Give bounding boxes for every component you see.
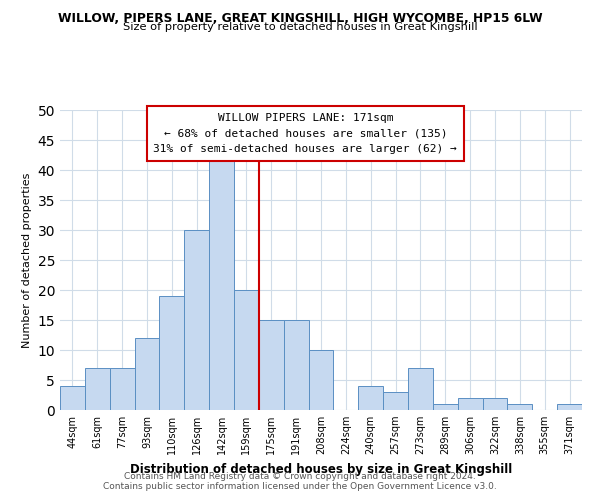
Bar — [508, 404, 532, 410]
Bar — [308, 350, 334, 410]
Bar — [85, 368, 110, 410]
Text: Contains HM Land Registry data © Crown copyright and database right 2024.: Contains HM Land Registry data © Crown c… — [124, 472, 476, 481]
Text: Size of property relative to detached houses in Great Kingshill: Size of property relative to detached ho… — [122, 22, 478, 32]
Text: WILLOW PIPERS LANE: 171sqm
← 68% of detached houses are smaller (135)
31% of sem: WILLOW PIPERS LANE: 171sqm ← 68% of deta… — [154, 113, 457, 154]
Bar — [259, 320, 284, 410]
Y-axis label: Number of detached properties: Number of detached properties — [22, 172, 32, 348]
Text: WILLOW, PIPERS LANE, GREAT KINGSHILL, HIGH WYCOMBE, HP15 6LW: WILLOW, PIPERS LANE, GREAT KINGSHILL, HI… — [58, 12, 542, 26]
Bar — [383, 392, 408, 410]
Text: Contains public sector information licensed under the Open Government Licence v3: Contains public sector information licen… — [103, 482, 497, 491]
Bar — [209, 158, 234, 410]
Bar — [134, 338, 160, 410]
Bar — [458, 398, 482, 410]
Bar — [482, 398, 508, 410]
Bar — [110, 368, 134, 410]
Bar — [284, 320, 308, 410]
Bar — [60, 386, 85, 410]
Bar — [557, 404, 582, 410]
Bar — [160, 296, 184, 410]
Bar — [358, 386, 383, 410]
Bar — [184, 230, 209, 410]
X-axis label: Distribution of detached houses by size in Great Kingshill: Distribution of detached houses by size … — [130, 462, 512, 475]
Bar — [234, 290, 259, 410]
Bar — [408, 368, 433, 410]
Bar — [433, 404, 458, 410]
